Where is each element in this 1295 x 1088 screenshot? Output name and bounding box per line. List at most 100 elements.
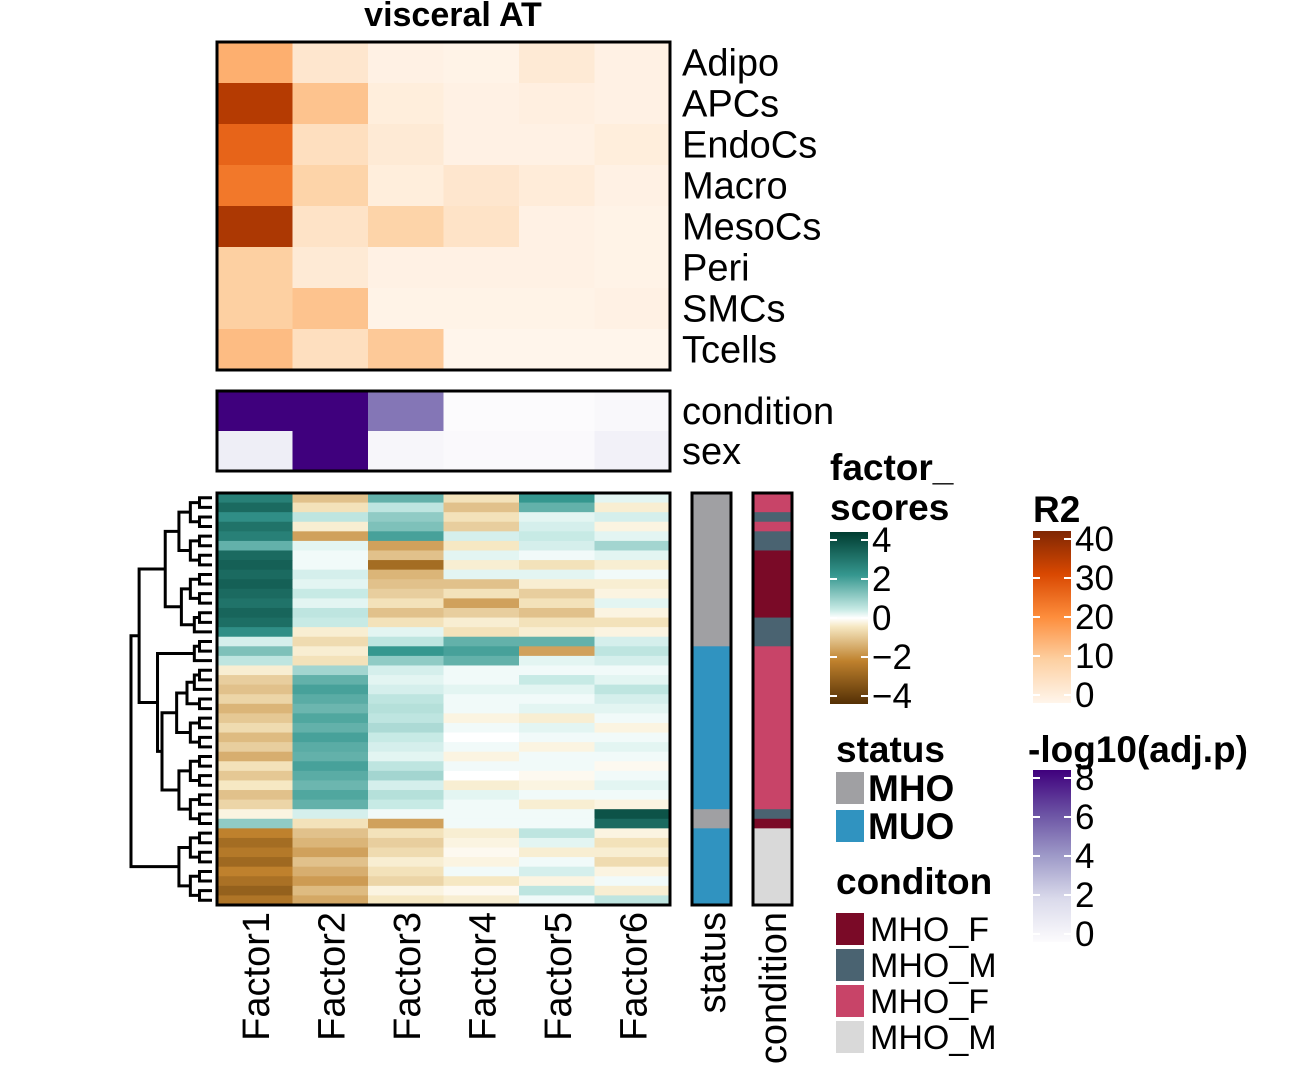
r2-cell bbox=[594, 329, 671, 371]
factor-score-cell bbox=[519, 818, 595, 829]
factor-score-cell bbox=[368, 722, 444, 734]
factor-score-cell bbox=[292, 799, 369, 810]
dendrogram-branch bbox=[198, 515, 212, 529]
legend-status-title: status bbox=[836, 729, 945, 770]
r2-row-label: APCs bbox=[682, 84, 779, 126]
condition-block bbox=[753, 521, 792, 532]
factor-score-cell bbox=[519, 607, 595, 619]
factor-score-cell bbox=[368, 607, 444, 619]
dendrogram-branch bbox=[198, 534, 212, 548]
factor-score-cell bbox=[519, 885, 595, 896]
factor-score-cell bbox=[519, 579, 595, 590]
dendrogram-branch bbox=[175, 691, 191, 735]
factor-score-cell bbox=[217, 579, 293, 590]
factor-score-cell bbox=[217, 646, 293, 657]
factor-score-cell bbox=[292, 837, 369, 849]
factor-score-cell bbox=[594, 512, 671, 523]
factor-score-cell bbox=[443, 569, 520, 580]
factor-score-cell bbox=[292, 770, 369, 781]
factor-score-cell bbox=[443, 617, 520, 628]
factor-score-cell bbox=[217, 493, 293, 504]
r2-row-label: MesoCs bbox=[682, 207, 821, 249]
covariate-cell bbox=[217, 431, 293, 472]
factor-score-cell bbox=[368, 665, 444, 676]
factor-score-cell bbox=[443, 636, 520, 647]
covariate-row-label: condition bbox=[682, 391, 834, 433]
covariate-cell bbox=[292, 391, 369, 432]
factor-score-cell bbox=[217, 684, 293, 695]
dendrogram-branch bbox=[198, 716, 212, 730]
r2-cell bbox=[443, 329, 520, 371]
r2-cell bbox=[594, 83, 671, 125]
factor-score-cell bbox=[292, 684, 369, 695]
factor-score-cell bbox=[443, 866, 520, 877]
covariate-cell bbox=[443, 431, 520, 472]
r2-cell bbox=[368, 288, 444, 330]
factor-score-cell bbox=[519, 675, 595, 686]
dendrogram-branch bbox=[198, 774, 212, 787]
factor-score-cell bbox=[443, 895, 520, 906]
factor-score-cell bbox=[594, 655, 671, 666]
factor-score-cell bbox=[443, 579, 520, 590]
factor-score-cell bbox=[594, 502, 671, 513]
factor-score-cell bbox=[519, 512, 595, 523]
factor-score-cell bbox=[594, 703, 671, 714]
r2-cell bbox=[594, 206, 671, 248]
covariate-cell bbox=[368, 391, 444, 432]
r2-cell bbox=[217, 83, 293, 125]
factor-score-cell bbox=[368, 550, 444, 561]
factor-score-cell bbox=[292, 531, 369, 542]
dendrogram-branch bbox=[198, 496, 212, 509]
r2-cell bbox=[368, 42, 444, 84]
factor-score-cell bbox=[292, 588, 369, 599]
r2-cell bbox=[217, 329, 293, 371]
factor-score-cell bbox=[443, 885, 520, 896]
factor-score-cell bbox=[368, 502, 444, 513]
r2-cell bbox=[443, 288, 520, 330]
column-label: Factor6 bbox=[613, 912, 655, 1041]
r2-cell bbox=[292, 42, 369, 84]
factor-score-cell bbox=[292, 560, 369, 571]
factor-score-cell bbox=[368, 828, 444, 839]
factor-score-cell bbox=[443, 665, 520, 676]
factor-score-cell bbox=[594, 799, 671, 810]
factor-score-cell bbox=[368, 732, 444, 743]
factor-score-cell bbox=[443, 588, 520, 599]
factor-score-cell bbox=[594, 742, 671, 753]
factor-score-cell bbox=[594, 598, 671, 609]
factor-score-cell bbox=[368, 703, 444, 714]
factor-scores-border bbox=[215, 491, 672, 907]
chart-title: visceral AT bbox=[364, 0, 542, 34]
factor-score-cell bbox=[594, 885, 671, 896]
covariate-cell bbox=[368, 431, 444, 472]
factor-score-cell bbox=[217, 607, 293, 619]
legend-neglog10-tick-label: 0 bbox=[1075, 915, 1094, 954]
factor-score-cell bbox=[443, 512, 520, 523]
factor-score-cell bbox=[217, 569, 293, 580]
dendrogram-branch bbox=[198, 850, 212, 864]
dendrogram-branch bbox=[198, 592, 212, 605]
condition-block bbox=[753, 828, 792, 906]
factor-score-cell bbox=[594, 790, 671, 801]
factor-score-cell bbox=[443, 837, 520, 849]
r2-row-label: Macro bbox=[682, 166, 788, 208]
dendrogram-branch bbox=[177, 510, 191, 552]
dendrogram-branch bbox=[137, 567, 166, 704]
factor-score-cell bbox=[519, 895, 595, 906]
legend-condition-title: conditon bbox=[836, 861, 992, 902]
factor-score-cell bbox=[217, 799, 293, 810]
r2-cell bbox=[217, 247, 293, 289]
factor-score-cell bbox=[368, 560, 444, 571]
factor-score-cell bbox=[443, 703, 520, 714]
factor-score-cell bbox=[594, 761, 671, 772]
factor-score-cell bbox=[292, 818, 369, 829]
dendrogram-branch bbox=[198, 812, 212, 826]
factor-score-cell bbox=[594, 675, 671, 686]
factor-score-cell bbox=[368, 493, 444, 504]
legend-r2-title: R2 bbox=[1033, 489, 1080, 530]
factor-score-cell bbox=[519, 828, 595, 839]
legend-condition-label: MHO_M bbox=[870, 1019, 997, 1057]
